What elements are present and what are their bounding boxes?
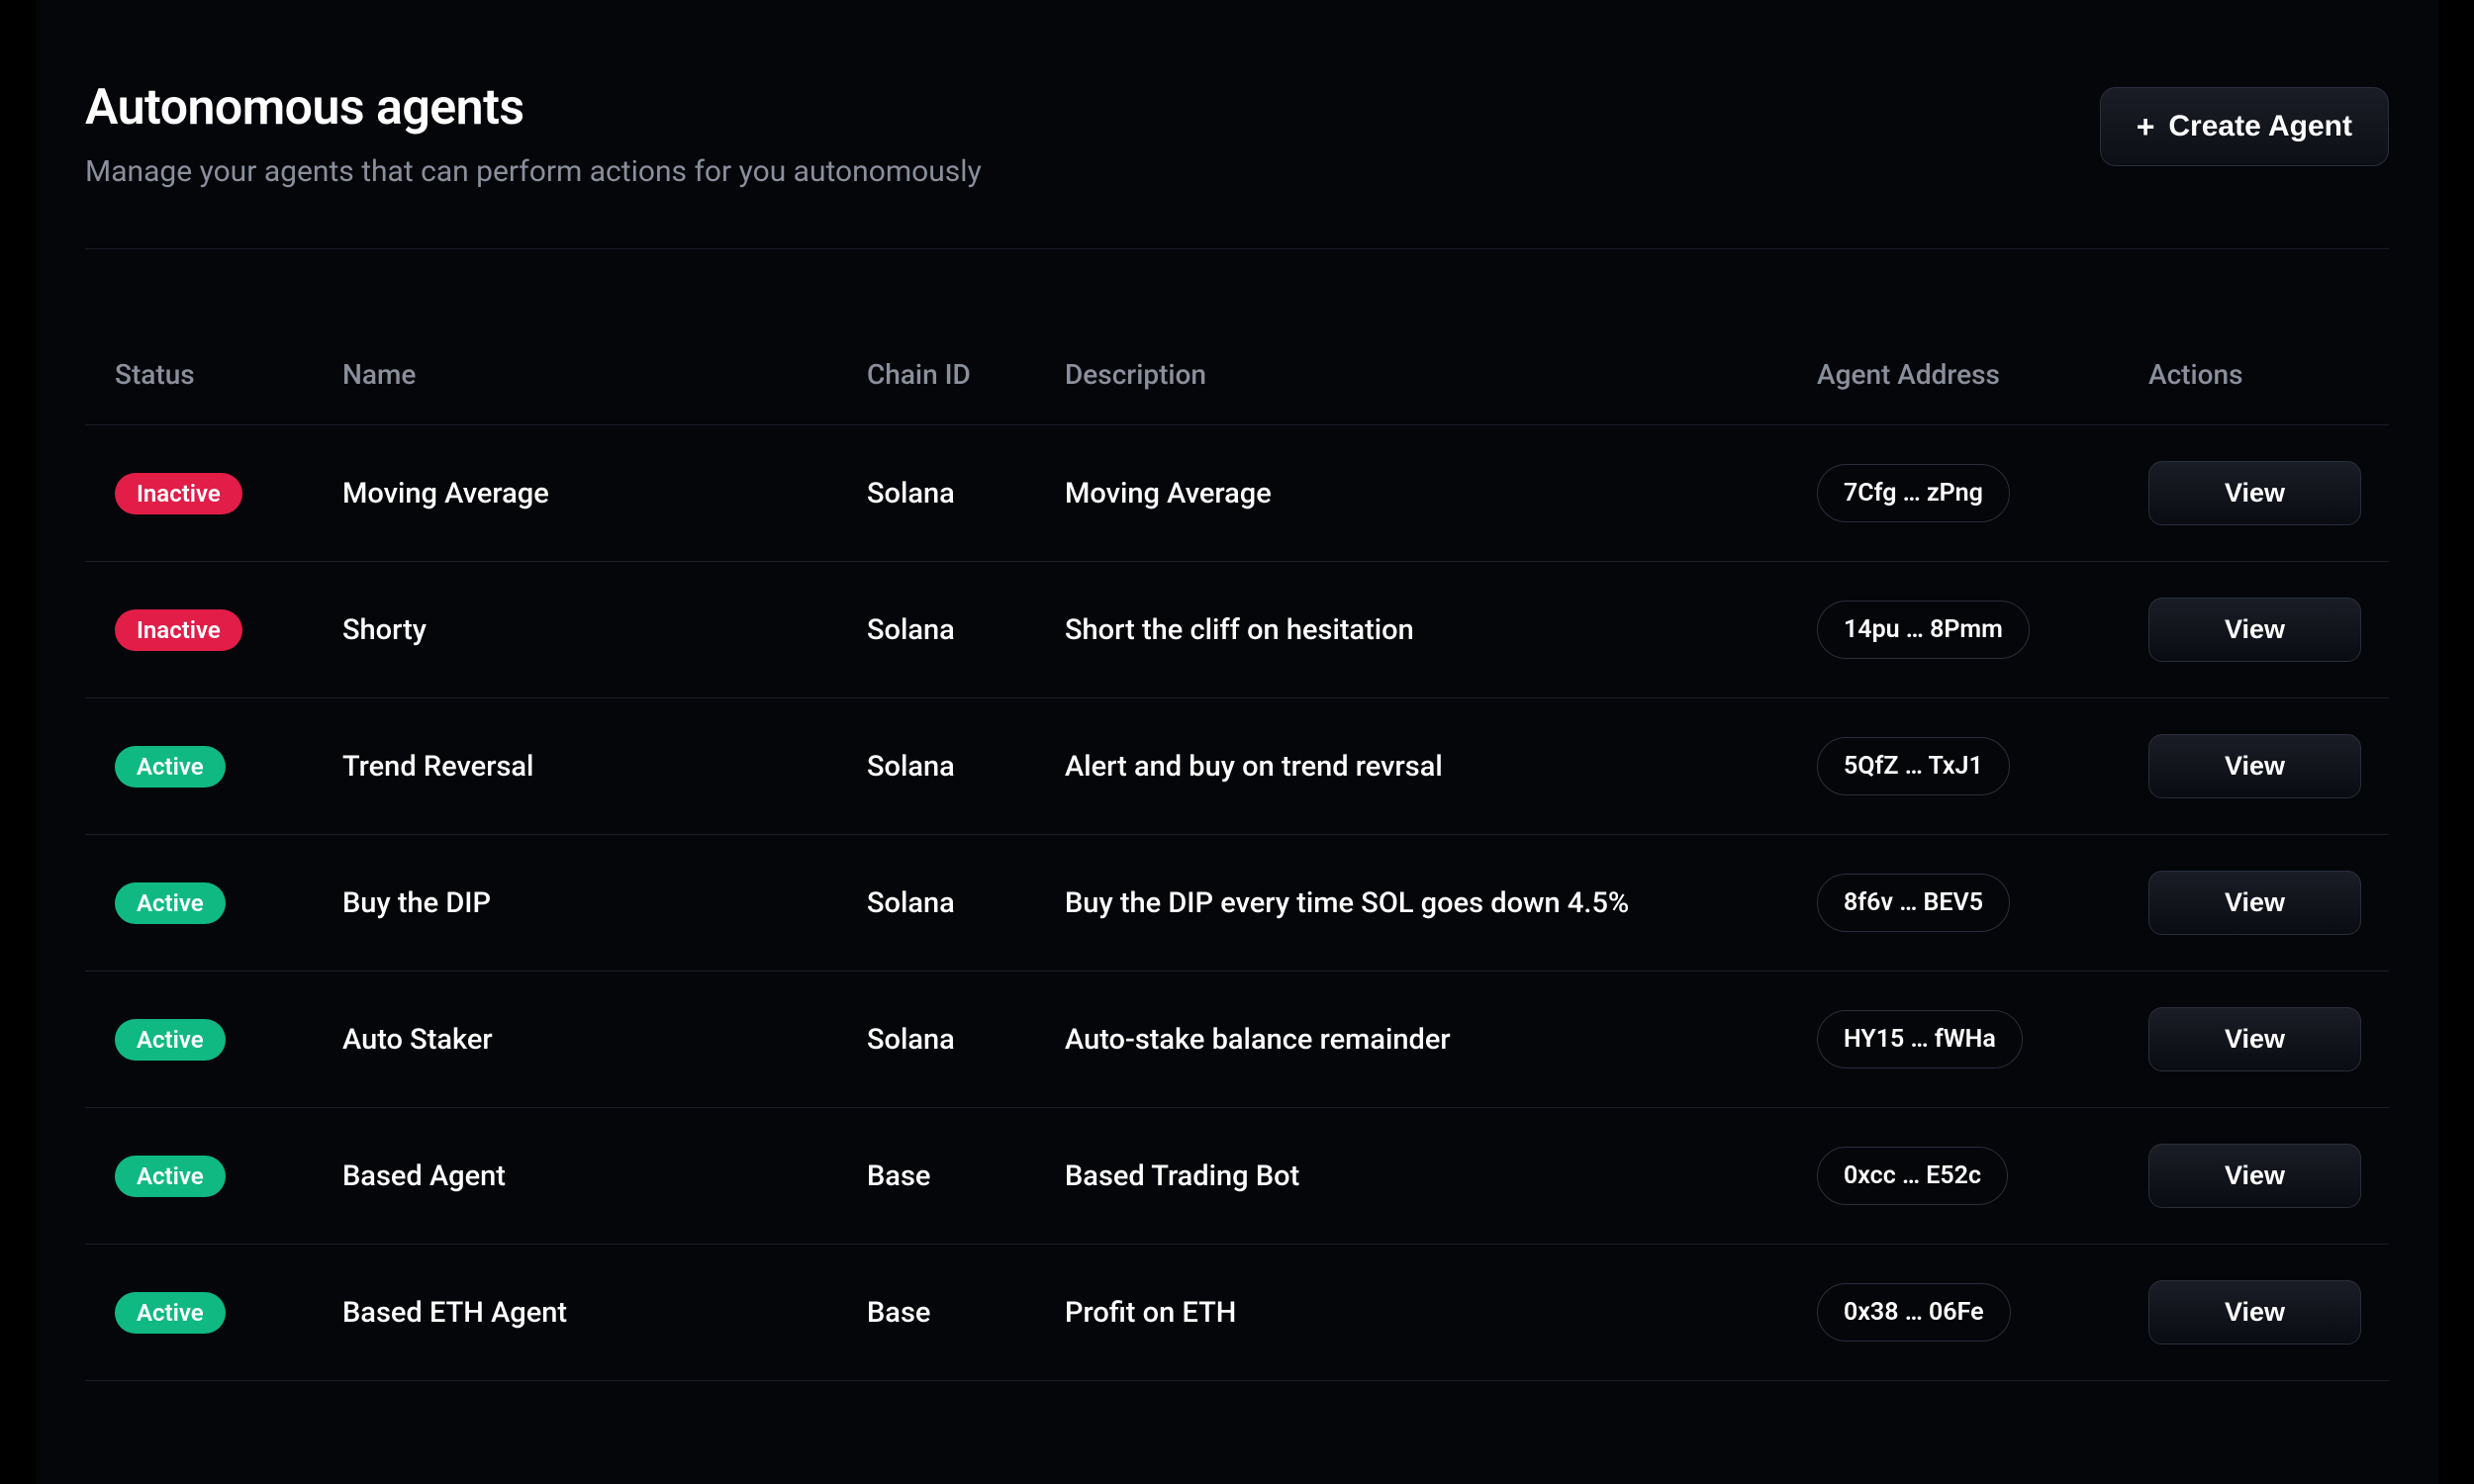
page-subtitle: Manage your agents that can perform acti…	[85, 154, 982, 189]
actions-cell: View	[2148, 1007, 2426, 1071]
create-agent-button[interactable]: + Create Agent	[2100, 87, 2389, 166]
plus-icon: +	[2137, 111, 2155, 142]
column-header-name: Name	[342, 358, 867, 391]
agents-panel: Autonomous agents Manage your agents tha…	[36, 0, 2438, 1484]
actions-cell: View	[2148, 734, 2426, 798]
agent-name: Buy the DIP	[342, 886, 867, 920]
agent-address-pill[interactable]: 0xcc … E52c	[1817, 1147, 2008, 1205]
agent-address-pill[interactable]: 0x38 … 06Fe	[1817, 1283, 2011, 1342]
agent-address-pill[interactable]: 8f6v … BEV5	[1817, 874, 2010, 932]
status-badge: Inactive	[115, 473, 242, 514]
status-cell: Active	[115, 1156, 342, 1197]
chain-id: Solana	[867, 613, 1065, 647]
chain-id: Base	[867, 1296, 1065, 1330]
address-cell: HY15 … fWHa	[1817, 1010, 2148, 1068]
chain-id: Solana	[867, 886, 1065, 920]
column-header-chain-id: Chain ID	[867, 358, 1065, 391]
column-header-status: Status	[115, 358, 342, 391]
agent-description: Buy the DIP every time SOL goes down 4.5…	[1065, 886, 1817, 920]
status-cell: Inactive	[115, 473, 342, 514]
agent-description: Moving Average	[1065, 477, 1817, 510]
status-cell: Active	[115, 746, 342, 788]
address-cell: 0x38 … 06Fe	[1817, 1283, 2148, 1342]
table-row: Inactive Moving AverageSolanaMoving Avera…	[85, 425, 2389, 562]
agent-description: Alert and buy on trend revrsal	[1065, 750, 1817, 784]
view-button[interactable]: View	[2148, 871, 2361, 935]
agent-address-pill[interactable]: 5QfZ … TxJ1	[1817, 737, 2010, 795]
view-button[interactable]: View	[2148, 1280, 2361, 1345]
page-title: Autonomous agents	[85, 79, 982, 137]
actions-cell: View	[2148, 1144, 2426, 1208]
address-cell: 8f6v … BEV5	[1817, 874, 2148, 932]
view-button[interactable]: View	[2148, 734, 2361, 798]
column-header-description: Description	[1065, 358, 1817, 391]
agent-address-pill[interactable]: 7Cfg … zPng	[1817, 464, 2010, 522]
agent-name: Auto Staker	[342, 1023, 867, 1057]
view-button[interactable]: View	[2148, 461, 2361, 525]
status-badge: Inactive	[115, 609, 242, 651]
column-header-actions: Actions	[2148, 358, 2426, 391]
status-badge: Active	[115, 746, 226, 788]
chain-id: Solana	[867, 477, 1065, 510]
agent-name: Based ETH Agent	[342, 1296, 867, 1330]
table-row: Active Based AgentBaseBased Trading Bot0x…	[85, 1108, 2389, 1245]
agent-description: Short the cliff on hesitation	[1065, 613, 1817, 647]
table-row: Inactive ShortySolanaShort the cliff on h…	[85, 562, 2389, 698]
table-body: InactiveMoving AverageSolanaMoving Avera…	[85, 425, 2389, 1381]
agent-name: Trend Reversal	[342, 750, 867, 784]
agent-description: Auto-stake balance remainder	[1065, 1023, 1817, 1057]
table-row: Active Based ETH AgentBaseProfit on ETH0x…	[85, 1245, 2389, 1381]
chain-id: Base	[867, 1159, 1065, 1193]
agent-address-pill[interactable]: HY15 … fWHa	[1817, 1010, 2023, 1068]
agent-name: Moving Average	[342, 477, 867, 510]
table-header-row: Status Name Chain ID Description Agent A…	[85, 358, 2389, 425]
status-badge: Active	[115, 1019, 226, 1061]
status-badge: Active	[115, 882, 226, 924]
table-row: Active Auto StakerSolanaAuto-stake balanc…	[85, 972, 2389, 1108]
chain-id: Solana	[867, 1023, 1065, 1057]
address-cell: 14pu … 8Pmm	[1817, 601, 2148, 659]
view-button[interactable]: View	[2148, 1144, 2361, 1208]
create-agent-button-label: Create Agent	[2168, 110, 2352, 143]
agent-description: Profit on ETH	[1065, 1296, 1817, 1330]
view-button[interactable]: View	[2148, 598, 2361, 662]
status-badge: Active	[115, 1156, 226, 1197]
actions-cell: View	[2148, 598, 2426, 662]
header-text-block: Autonomous agents Manage your agents tha…	[85, 79, 982, 189]
status-badge: Active	[115, 1292, 226, 1334]
actions-cell: View	[2148, 461, 2426, 525]
chain-id: Solana	[867, 750, 1065, 784]
status-cell: Active	[115, 1019, 342, 1061]
address-cell: 7Cfg … zPng	[1817, 464, 2148, 522]
status-cell: Inactive	[115, 609, 342, 651]
agent-description: Based Trading Bot	[1065, 1159, 1817, 1193]
table-row: Active Buy the DIPSolanaBuy the DIP every…	[85, 835, 2389, 972]
agents-table: Status Name Chain ID Description Agent A…	[85, 358, 2389, 1381]
actions-cell: View	[2148, 871, 2426, 935]
table-row: Active Trend ReversalSolanaAlert and buy …	[85, 698, 2389, 835]
view-button[interactable]: View	[2148, 1007, 2361, 1071]
agent-address-pill[interactable]: 14pu … 8Pmm	[1817, 601, 2030, 659]
status-cell: Active	[115, 882, 342, 924]
column-header-agent-address: Agent Address	[1817, 358, 2148, 391]
address-cell: 5QfZ … TxJ1	[1817, 737, 2148, 795]
address-cell: 0xcc … E52c	[1817, 1147, 2148, 1205]
status-cell: Active	[115, 1292, 342, 1334]
agent-name: Shorty	[342, 613, 867, 647]
actions-cell: View	[2148, 1280, 2426, 1345]
page-header: Autonomous agents Manage your agents tha…	[85, 79, 2389, 249]
agent-name: Based Agent	[342, 1159, 867, 1193]
